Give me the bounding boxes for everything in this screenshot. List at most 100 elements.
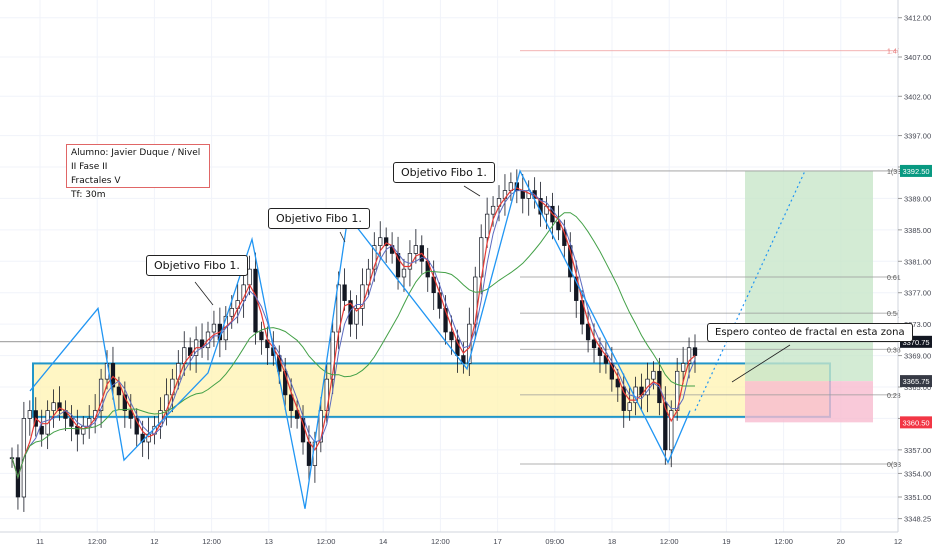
candle-body [686, 347, 692, 364]
time-tick-label: 12 [150, 537, 158, 546]
info-line-student: Alumno: Javier Duque / Nivel II Fase II [71, 148, 201, 172]
time-tick-label: 18 [608, 537, 616, 546]
candle-body [556, 221, 561, 231]
candle-body [229, 308, 234, 317]
time-tick-label: 12:00 [774, 537, 793, 546]
candle-body [45, 410, 50, 435]
candle-body [591, 339, 597, 349]
time-tick-label: 14 [379, 537, 387, 546]
price-tick-label: 3348.25 [904, 515, 931, 524]
candle-body [294, 410, 300, 419]
support-zone [32, 362, 831, 418]
candle-body [211, 323, 217, 333]
callout-pointer [194, 281, 214, 306]
candle-body [449, 331, 454, 341]
candle-body [27, 410, 32, 419]
callout-pointer [731, 344, 791, 383]
candle-body [621, 386, 626, 411]
candle-body [407, 253, 413, 270]
fib-level-label: 0.61 [887, 275, 901, 282]
profit-zone [745, 170, 873, 382]
price-tick-label: 3381.00 [904, 257, 931, 266]
candle-body [366, 268, 371, 286]
candle-body [247, 268, 252, 286]
candle-body [134, 418, 139, 435]
time-tick-label: 12 [894, 537, 902, 546]
candle-body [615, 378, 620, 388]
candle-body [98, 378, 104, 411]
time-tick-label: 20 [837, 537, 845, 546]
info-line-method: Fractales V [71, 176, 121, 186]
price-tick-label: 3357.00 [904, 446, 931, 455]
candle-body [669, 410, 674, 451]
time-tick-label: 13 [265, 537, 273, 546]
price-label-text-entry: 3365.75 [902, 377, 929, 386]
candle-body [490, 205, 496, 215]
price-tick-label: 3389.00 [904, 194, 931, 203]
candle-body [81, 425, 86, 435]
candle-body [663, 402, 668, 451]
price-label-text-stop: 3360.50 [902, 418, 929, 427]
candle-body [651, 370, 656, 380]
candle-body [609, 363, 615, 380]
candle-body [585, 323, 591, 341]
time-tick-label: 12:00 [88, 537, 107, 546]
candle-body [360, 284, 365, 309]
candle-body [627, 402, 632, 411]
price-label-text-target: 3392.50 [902, 167, 929, 176]
price-tick-label: 3397.00 [904, 132, 931, 141]
price-tick-label: 3377.00 [904, 289, 931, 298]
price-label-entry [900, 375, 932, 388]
time-tick-label: 19 [722, 537, 730, 546]
candle-body [116, 386, 122, 396]
annotation-objetivo-2: Objetivo Fibo 1. [268, 208, 370, 229]
fib-level-label: 0.38 [887, 347, 901, 354]
candle-body [568, 245, 573, 278]
candle-body [57, 402, 62, 411]
price-label-target [900, 164, 932, 177]
candle-body [39, 425, 44, 435]
candle-body [330, 331, 335, 380]
projection-line [694, 170, 806, 411]
candle-body [306, 441, 312, 466]
candle-body [348, 300, 353, 325]
ma-slow-green-line [11, 212, 695, 480]
candle-body [318, 410, 323, 443]
time-tick-label: 12:00 [660, 537, 679, 546]
price-tick-label: 3351.00 [904, 493, 931, 502]
time-tick-label: 12:00 [202, 537, 221, 546]
fib-level-label: 1.4( [887, 49, 900, 56]
price-tick-label: 3412.00 [904, 14, 931, 23]
candle-body [692, 347, 698, 356]
price-tick-label: 3407.00 [904, 53, 931, 62]
fib-level-label: 0(33 [887, 462, 901, 469]
price-tick-label: 3402.00 [904, 92, 931, 101]
candle-body [538, 198, 543, 215]
candle-body [378, 237, 383, 246]
candle-body [484, 213, 490, 239]
candle-body [401, 268, 407, 278]
annotation-objetivo-1: Objetivo Fibo 1. [146, 255, 248, 276]
candle-body [467, 323, 472, 364]
price-tick-label: 3369.00 [904, 352, 931, 361]
candle-body [51, 402, 56, 411]
candle-body [128, 410, 133, 419]
annotation-fractal-zone: Espero conteo de fractal en esta zona [707, 323, 913, 342]
candle-body [110, 363, 116, 388]
time-tick-label: 17 [493, 537, 501, 546]
info-box: Alumno: Javier Duque / Nivel II Fase II … [66, 144, 210, 200]
zigzag-line [29, 169, 691, 509]
price-label-text-last: 3370.75 [902, 338, 929, 347]
price-label-stop [900, 416, 932, 429]
annotation-objetivo-3: Objetivo Fibo 1. [393, 162, 495, 183]
candle-body [443, 308, 448, 333]
fib-level-label: 1(33 [887, 169, 901, 176]
candle-body [384, 237, 389, 246]
candle-body [680, 363, 686, 372]
ma-fast-red-line [11, 187, 696, 480]
price-tick-label: 3385.00 [904, 226, 931, 235]
loss-zone [745, 381, 873, 423]
candle-body [122, 394, 127, 411]
